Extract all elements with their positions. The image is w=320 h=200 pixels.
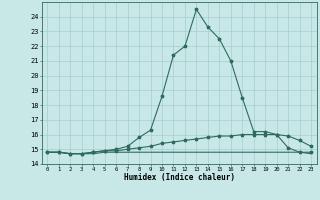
X-axis label: Humidex (Indice chaleur): Humidex (Indice chaleur) <box>124 173 235 182</box>
